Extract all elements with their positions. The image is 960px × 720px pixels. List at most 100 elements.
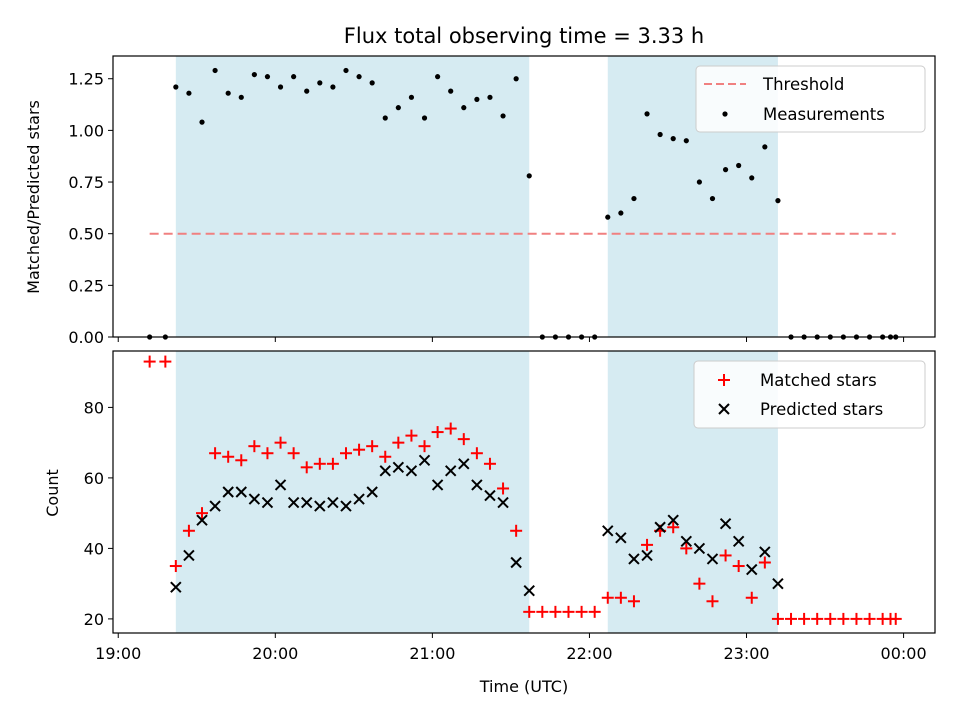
legend-matched-label: Matched stars xyxy=(760,371,877,390)
measurement-point xyxy=(238,94,244,100)
measurement-point xyxy=(500,113,506,119)
legend-threshold-label: Threshold xyxy=(762,75,844,94)
matched-star-point xyxy=(405,429,418,442)
bottom-observing-windows xyxy=(175,351,778,633)
matched-star-point xyxy=(641,538,654,551)
y-tick-label: 20 xyxy=(84,610,104,629)
top-x-ticks xyxy=(117,337,905,342)
matched-star-point xyxy=(588,605,601,618)
predicted-star-point xyxy=(235,486,247,498)
top-legend-box xyxy=(695,65,926,133)
measurement-point xyxy=(395,105,401,111)
matched-star-point xyxy=(549,605,562,618)
predicted-star-point xyxy=(471,479,483,491)
bottom-x-ticks: 19:00 20:00 21:00 22:00 23:00 00:00 xyxy=(95,633,927,663)
predicted-star-point xyxy=(510,556,522,569)
matched-star-point xyxy=(667,521,680,534)
matched-star-point xyxy=(379,450,392,463)
legend-predicted-swatch xyxy=(718,403,730,415)
matched-star-point xyxy=(444,422,457,435)
measurement-point xyxy=(212,67,218,74)
matched-star-point xyxy=(693,577,706,590)
measurement-point xyxy=(657,131,663,138)
measurement-point xyxy=(605,214,611,220)
predicted-star-point xyxy=(497,496,509,509)
matched-star-point xyxy=(222,450,235,463)
predicted-star-point xyxy=(759,546,771,558)
measurement-point xyxy=(421,115,428,121)
predicted-star-point xyxy=(732,535,745,548)
predicted-star-point xyxy=(615,532,627,544)
predicted-star-point xyxy=(418,454,431,466)
predicted-stars-points xyxy=(170,454,784,597)
matched-star-point xyxy=(300,461,313,474)
bottom-legend-box xyxy=(693,360,926,429)
predicted-star-point xyxy=(680,535,693,548)
matched-star-point xyxy=(523,605,536,618)
matched-star-point xyxy=(745,591,758,604)
measurement-point xyxy=(474,96,480,102)
measurement-point xyxy=(461,105,467,111)
measurement-point xyxy=(683,138,689,144)
measurement-point xyxy=(448,88,454,94)
bottom-legend: Matched stars Predicted stars xyxy=(693,360,926,429)
measurement-point xyxy=(173,84,179,90)
measurement-point xyxy=(775,198,781,204)
measurement-point xyxy=(696,179,702,185)
measurement-point xyxy=(251,71,257,78)
matched-star-point xyxy=(313,457,326,470)
measurement-point xyxy=(408,94,415,100)
legend-measurements-swatch xyxy=(722,111,728,117)
matched-star-point xyxy=(209,447,222,460)
predicted-star-point xyxy=(628,553,640,565)
predicted-star-point xyxy=(274,479,287,491)
bottom-y-axis-label: Count xyxy=(43,469,62,517)
y-tick-label: 0.25 xyxy=(68,276,104,295)
matched-star-point xyxy=(261,447,274,460)
matched-star-point xyxy=(143,355,156,368)
matched-stars-points xyxy=(143,355,902,625)
predicted-star-point xyxy=(248,493,261,505)
predicted-star-point xyxy=(667,514,679,526)
measurement-point xyxy=(304,88,310,94)
predicted-star-point xyxy=(340,500,352,512)
predicted-star-point xyxy=(327,496,339,509)
matched-star-point xyxy=(732,560,745,573)
measurement-point xyxy=(330,84,336,90)
bottom-axes-frame xyxy=(112,350,936,634)
top-legend: Threshold Measurements xyxy=(695,65,926,133)
matched-star-point xyxy=(470,447,483,460)
chart-title: Flux total observing time = 3.33 h xyxy=(344,24,704,48)
matched-star-point xyxy=(575,605,588,618)
predicted-star-point xyxy=(392,461,405,474)
predicted-star-point xyxy=(719,518,732,530)
measurement-point xyxy=(631,195,637,202)
measurement-point xyxy=(343,67,349,74)
legend-predicted-label: Predicted stars xyxy=(760,400,883,419)
y-tick-label: 0.50 xyxy=(68,225,104,244)
matched-star-point xyxy=(798,612,811,625)
predicted-star-point xyxy=(261,496,274,509)
matched-star-point xyxy=(418,440,431,453)
measurement-point xyxy=(186,90,192,96)
predicted-star-point xyxy=(366,486,378,498)
measurement-point xyxy=(644,111,650,117)
matched-star-point xyxy=(850,612,863,625)
x-tick-label: 22:00 xyxy=(566,644,612,663)
matched-star-point xyxy=(326,457,339,470)
matched-star-point xyxy=(159,355,172,368)
measurement-point xyxy=(277,84,284,90)
measurement-point xyxy=(670,136,676,142)
matched-star-point xyxy=(196,507,209,520)
predicted-star-point xyxy=(301,496,313,509)
legend-matched-swatch xyxy=(718,374,730,386)
predicted-star-point xyxy=(444,465,457,477)
x-tick-label: 00:00 xyxy=(881,644,927,663)
matched-star-point xyxy=(837,612,850,625)
measurement-point xyxy=(199,119,205,125)
predicted-star-point xyxy=(196,514,208,526)
measurement-point xyxy=(618,210,624,216)
predicted-star-point xyxy=(484,489,496,502)
y-tick-label: 60 xyxy=(84,469,104,488)
